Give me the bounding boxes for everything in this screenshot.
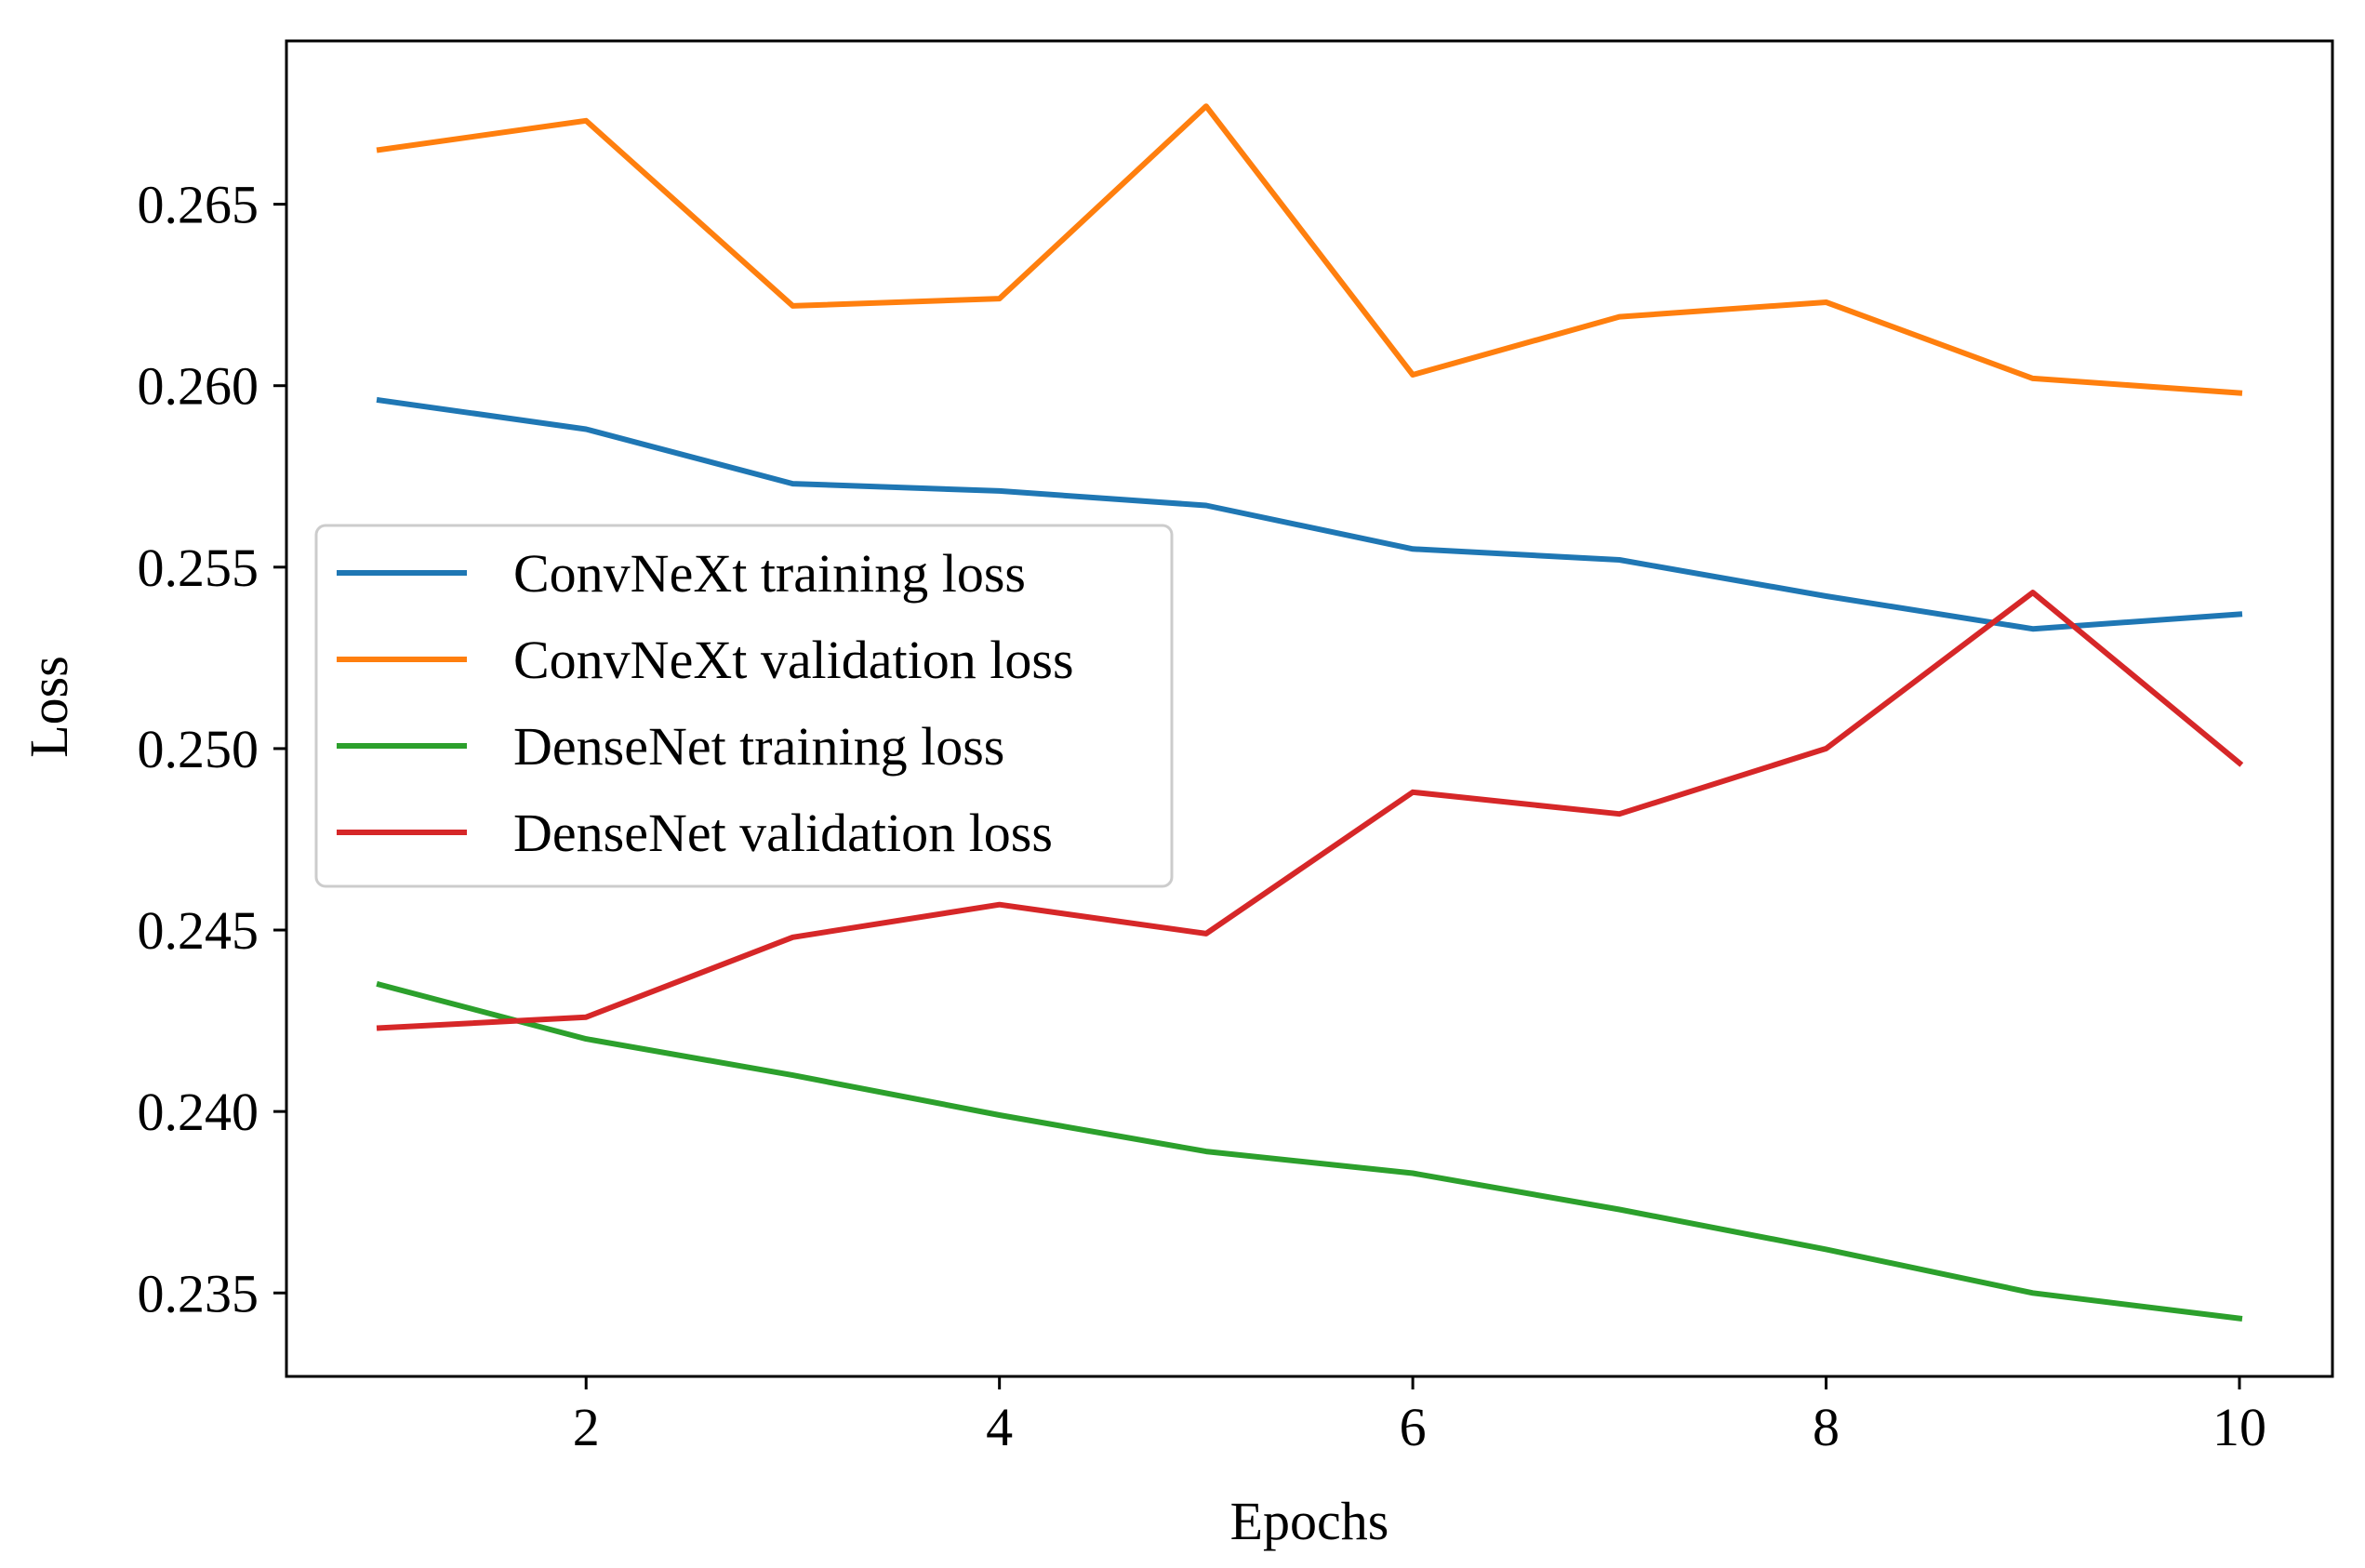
x-tick-label: 2 <box>573 1397 600 1457</box>
legend-label-convnext-training-loss: ConvNeXt training loss <box>513 543 1026 604</box>
series-line-densenet-training-loss <box>376 980 2243 1322</box>
x-tick-label: 10 <box>2212 1397 2266 1457</box>
legend-label-densenet-training-loss: DenseNet training loss <box>513 716 1004 777</box>
x-tick-label: 6 <box>1400 1397 1427 1457</box>
y-tick-label: 0.265 <box>138 175 259 235</box>
x-axis: 2 4 6 8 10 <box>573 1376 2266 1457</box>
y-tick-label: 0.260 <box>138 356 259 417</box>
legend-label-convnext-validation-loss: ConvNeXt validation loss <box>513 630 1074 690</box>
series-layer <box>376 103 2244 1322</box>
y-axis: 0.235 0.240 0.245 0.250 0.255 0.260 0.265 <box>138 175 286 1323</box>
legend: ConvNeXt training loss ConvNeXt validatio… <box>314 524 1174 888</box>
legend-box <box>314 524 1174 888</box>
legend-label-densenet-validation-loss: DenseNet validation loss <box>513 803 1053 863</box>
y-tick-label: 0.240 <box>138 1082 259 1142</box>
y-tick-label: 0.235 <box>138 1263 259 1323</box>
x-tick-label: 4 <box>986 1397 1013 1457</box>
y-axis-label: Loss <box>19 656 79 758</box>
y-tick-label: 0.245 <box>138 900 259 961</box>
legend-entries: ConvNeXt training loss ConvNeXt validatio… <box>337 543 1074 863</box>
series-line-densenet-validation-loss <box>376 590 2244 1031</box>
y-tick-label: 0.250 <box>138 719 259 779</box>
series-line-convnext-validation-loss <box>376 103 2243 396</box>
plot-frame <box>285 39 2334 1378</box>
series-line-convnext-training-loss <box>376 396 2243 632</box>
x-axis-label: Epochs <box>1230 1491 1389 1551</box>
y-tick-label: 0.255 <box>138 538 259 598</box>
x-tick-label: 8 <box>1813 1397 1840 1457</box>
